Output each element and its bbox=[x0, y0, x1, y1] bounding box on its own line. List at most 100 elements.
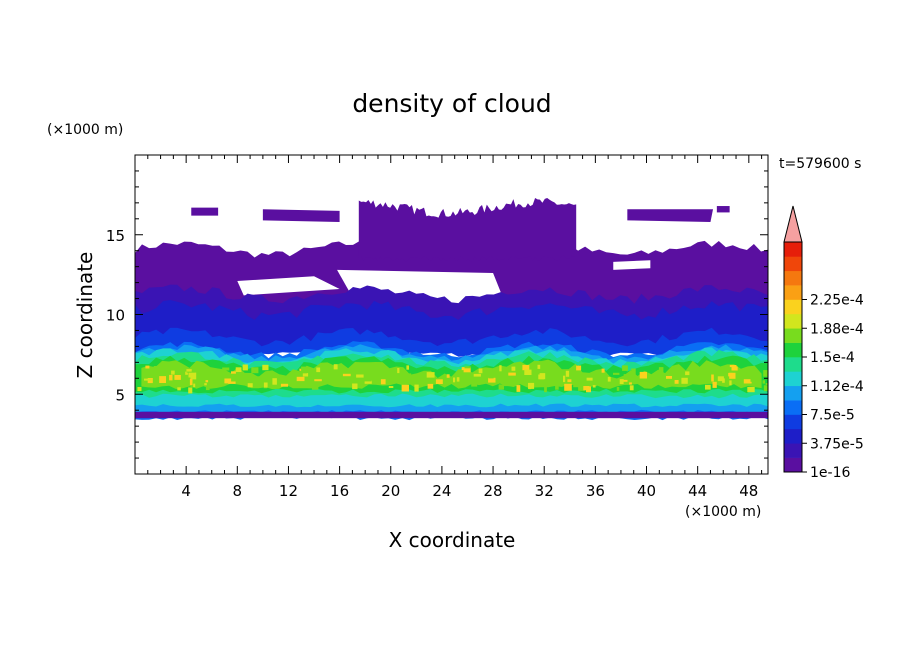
plot-area bbox=[135, 198, 768, 421]
core-speckle bbox=[539, 373, 546, 380]
core-speckle bbox=[205, 380, 209, 383]
colorbar-label: 1.5e-4 bbox=[810, 350, 855, 366]
core-speckle bbox=[674, 380, 679, 384]
core-speckle bbox=[177, 387, 181, 391]
core-speckle bbox=[296, 376, 305, 382]
core-speckle bbox=[235, 367, 242, 372]
core-speckle bbox=[272, 378, 277, 385]
colorbar-swatch bbox=[784, 414, 802, 430]
core-speckle bbox=[550, 368, 555, 374]
x-tick-label: 16 bbox=[330, 482, 349, 500]
core-speckle bbox=[578, 384, 585, 391]
core-speckle bbox=[380, 379, 386, 385]
core-speckle bbox=[622, 365, 628, 371]
core-speckle bbox=[401, 384, 409, 392]
core-speckle bbox=[712, 381, 717, 388]
core-speckle bbox=[231, 371, 236, 374]
core-speckle bbox=[344, 378, 347, 384]
core-speckle bbox=[597, 380, 605, 384]
core-speckle bbox=[453, 377, 456, 383]
core-speckle bbox=[205, 385, 210, 391]
cloud-layer-mid-3 bbox=[135, 327, 768, 357]
x-tick-label: 36 bbox=[586, 482, 605, 500]
core-speckle bbox=[601, 368, 605, 373]
core-speckle bbox=[342, 373, 351, 377]
core-speckle bbox=[516, 385, 521, 392]
core-speckle bbox=[427, 383, 434, 389]
core-speckle bbox=[314, 379, 322, 382]
core-speckle bbox=[555, 384, 559, 390]
colorbar-overflow-arrow bbox=[783, 205, 803, 243]
y-axis-title: Z coordinate bbox=[73, 252, 97, 379]
x-unit-label: (×1000 m) bbox=[685, 504, 761, 520]
core-speckle bbox=[592, 380, 598, 387]
core-speckle bbox=[356, 374, 364, 378]
core-speckle bbox=[153, 366, 161, 371]
time-label: t=579600 s bbox=[779, 156, 861, 172]
core-speckle bbox=[406, 365, 409, 370]
core-speckle bbox=[145, 365, 150, 369]
core-speckle bbox=[765, 383, 768, 385]
core-speckle bbox=[763, 370, 768, 377]
core-speckle bbox=[685, 371, 690, 376]
x-tick-label: 20 bbox=[381, 482, 400, 500]
core-speckle bbox=[188, 372, 197, 380]
core-speckle bbox=[524, 369, 532, 375]
x-tick-label: 12 bbox=[279, 482, 298, 500]
core-speckle bbox=[681, 377, 688, 384]
colorbar-swatch bbox=[784, 285, 802, 300]
colorbar-label: 2.25e-4 bbox=[810, 293, 864, 309]
core-speckle bbox=[189, 378, 193, 386]
cloud-patch-2 bbox=[627, 209, 714, 222]
core-speckle bbox=[639, 371, 647, 379]
core-speckle bbox=[508, 372, 516, 376]
cloud-layer-core-3 bbox=[141, 359, 762, 390]
core-speckle bbox=[414, 384, 419, 392]
colorbar-label: 3.75e-5 bbox=[810, 436, 864, 452]
core-speckle bbox=[729, 372, 736, 379]
core-speckle bbox=[527, 372, 534, 379]
core-speckle bbox=[280, 383, 289, 387]
core-speckle bbox=[364, 377, 372, 382]
core-speckle bbox=[563, 375, 566, 383]
core-speckle bbox=[262, 364, 269, 371]
core-speckle bbox=[586, 377, 593, 381]
core-speckle bbox=[528, 382, 535, 389]
core-speckle bbox=[729, 380, 732, 386]
core-speckle bbox=[666, 376, 672, 379]
core-speckle bbox=[498, 384, 504, 390]
core-speckle bbox=[435, 379, 443, 384]
core-speckle bbox=[565, 370, 570, 377]
colorbar-swatch bbox=[784, 256, 802, 272]
core-speckle bbox=[619, 379, 624, 384]
colorbar: 1e-16 3.75e-5 7.5e-5 1.12e-4 1.5e-4 1.88e-4 2.… bbox=[783, 205, 864, 481]
colorbar-swatch bbox=[784, 457, 802, 473]
core-speckle bbox=[353, 368, 359, 374]
x-tick-label: 8 bbox=[233, 482, 243, 500]
core-speckle bbox=[193, 383, 196, 387]
core-speckle bbox=[592, 385, 596, 388]
y-tick-label: 10 bbox=[106, 307, 125, 325]
core-speckle bbox=[747, 387, 755, 393]
core-speckle bbox=[204, 383, 207, 386]
core-speckle bbox=[464, 366, 471, 369]
y-unit-label: (×1000 m) bbox=[47, 122, 123, 138]
colorbar-swatch bbox=[784, 443, 802, 458]
core-speckle bbox=[137, 387, 142, 391]
clear-gap-3 bbox=[613, 260, 651, 270]
y-tick-label: 15 bbox=[106, 227, 125, 245]
core-speckle bbox=[763, 385, 768, 392]
core-speckle bbox=[473, 373, 481, 377]
colorbar-swatch bbox=[784, 242, 802, 257]
colorbar-swatch bbox=[784, 313, 802, 329]
core-speckle bbox=[253, 376, 260, 379]
core-speckle bbox=[705, 384, 711, 390]
core-speckle bbox=[316, 367, 321, 373]
core-speckle bbox=[301, 366, 307, 374]
core-speckle bbox=[623, 374, 631, 380]
core-speckle bbox=[185, 371, 188, 375]
core-speckle bbox=[144, 378, 152, 381]
x-tick-label: 40 bbox=[637, 482, 656, 500]
core-speckle bbox=[629, 385, 634, 391]
